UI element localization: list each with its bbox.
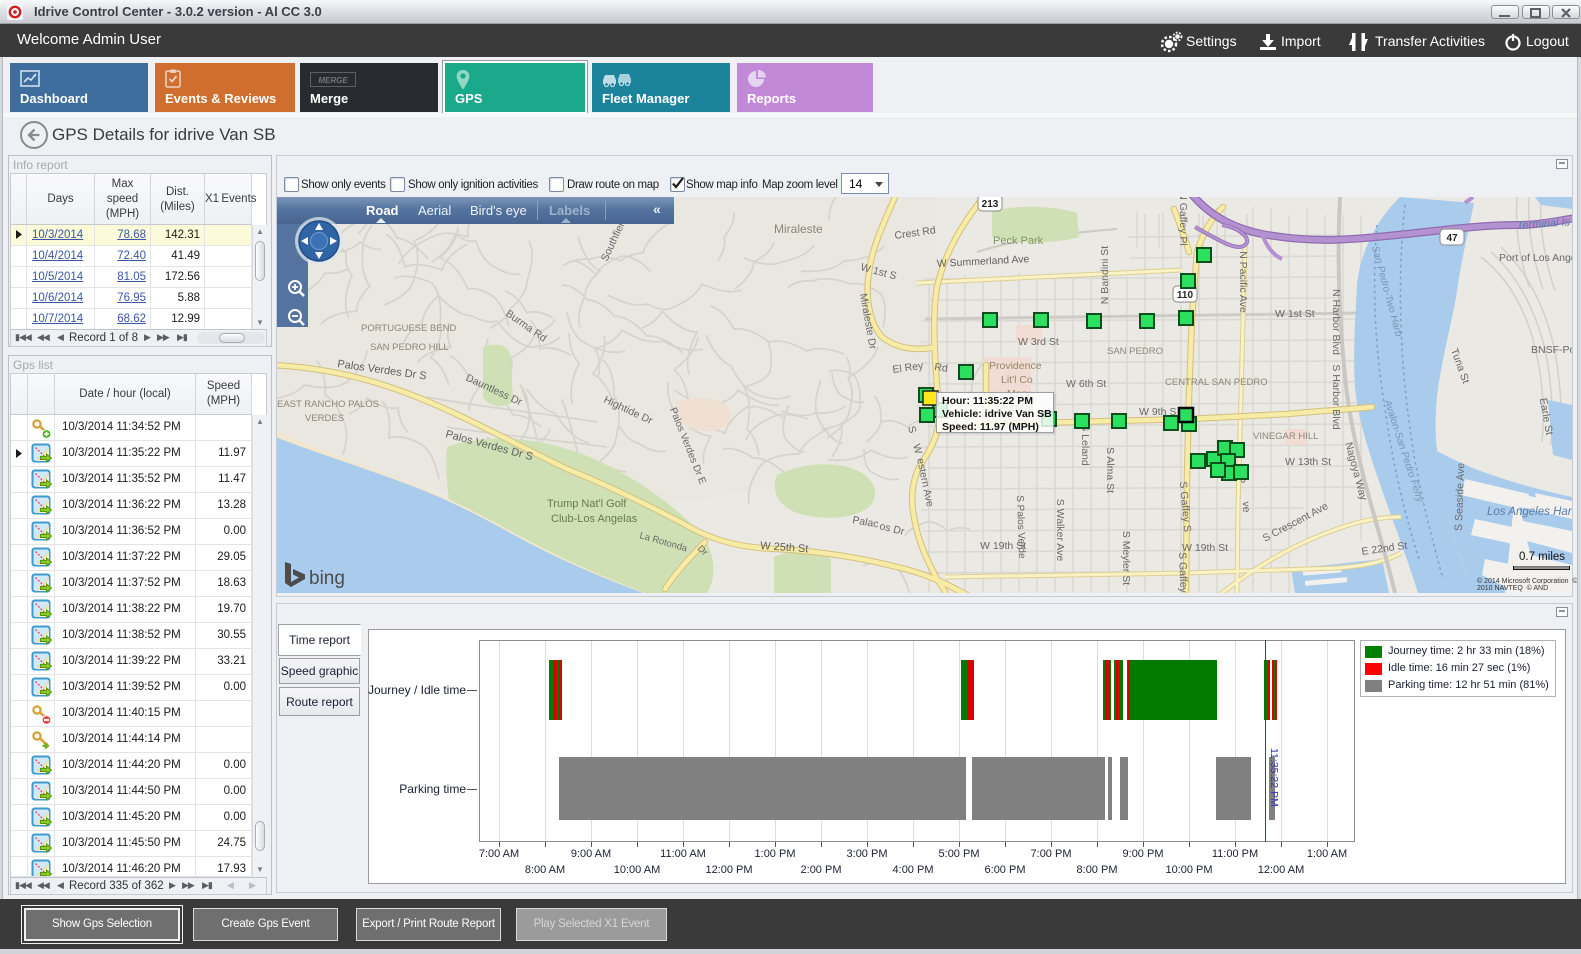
svg-text:213: 213 (982, 199, 999, 210)
svg-text:S Palos Verde: S Palos Verde (1014, 495, 1027, 559)
svg-text:PORTUGUESE BEND: PORTUGUESE BEND (361, 323, 457, 334)
svg-text:VERDES: VERDES (305, 413, 344, 424)
svg-text:Terminal Is: Terminal Is (1516, 216, 1571, 232)
svg-text:CENTRAL SAN PEDRO: CENTRAL SAN PEDRO (1165, 377, 1268, 388)
svg-text:N Bandini St: N Bandini St (1099, 246, 1111, 304)
svg-text:BNSF-Port: BNSF-Port (1531, 344, 1572, 356)
svg-text:W 19th St: W 19th St (1182, 542, 1228, 554)
svg-text:S Leland: S Leland (1079, 424, 1091, 466)
svg-text:W 25th St: W 25th St (760, 540, 809, 555)
svg-text:S: S (905, 425, 918, 435)
svg-text:W 6th St: W 6th St (1066, 378, 1106, 390)
svg-text:W Summerland Ave: W Summerland Ave (937, 253, 1030, 270)
svg-text:Club-Los Angelas: Club-Los Angelas (551, 513, 638, 525)
svg-text:S Alma St: S Alma St (1104, 447, 1116, 493)
svg-text:SAN PEDRO: SAN PEDRO (1107, 346, 1163, 357)
svg-text:110: 110 (1177, 290, 1194, 301)
svg-text:S Walker Ave: S Walker Ave (1054, 499, 1066, 562)
svg-text:W 19th St: W 19th St (980, 540, 1026, 552)
svg-text:N Pacific Ave: N Pacific Ave (1237, 251, 1249, 313)
svg-text:bing: bing (309, 568, 345, 589)
svg-text:W 13th St: W 13th St (1285, 456, 1331, 468)
svg-text:Los Angeles Harb: Los Angeles Harb (1487, 506, 1572, 518)
svg-text:El Rey: El Rey (892, 360, 925, 376)
svg-text:S Harbor Blvd: S Harbor Blvd (1330, 364, 1342, 430)
svg-text:W 3rd St: W 3rd St (1018, 336, 1059, 348)
svg-text:Miraleste: Miraleste (774, 222, 823, 236)
svg-text:EAST RANCHO PALOS: EAST RANCHO PALOS (277, 399, 379, 410)
svg-text:47: 47 (1446, 233, 1458, 244)
svg-text:S Gaffey St: S Gaffey St (1176, 552, 1190, 593)
svg-text:Port of Los Angel: Port of Los Angel (1499, 252, 1572, 264)
svg-text:W: W (910, 443, 924, 456)
svg-text:S Gaffey S: S Gaffey S (1177, 481, 1193, 532)
svg-text:VINEGAR HILL: VINEGAR HILL (1253, 431, 1318, 442)
svg-text:N Harbor Blvd: N Harbor Blvd (1330, 289, 1342, 355)
svg-text:Crest Rd: Crest Rd (894, 224, 937, 242)
svg-text:S Meyler St: S Meyler St (1120, 531, 1132, 585)
svg-text:Rd: Rd (934, 361, 949, 375)
svg-text:Lit'l Co: Lit'l Co (1001, 374, 1033, 386)
svg-text:SAN PEDRO HILL: SAN PEDRO HILL (370, 342, 449, 353)
svg-text:MERGE: MERGE (318, 76, 348, 85)
svg-text:S Seaside Ave: S Seaside Ave (1453, 462, 1467, 531)
svg-text:Palac: Palac (851, 514, 879, 530)
svg-text:W 1st St: W 1st St (1275, 308, 1315, 320)
svg-text:N Gaffey Pl: N Gaffey Pl (1177, 197, 1189, 246)
svg-text:Trump Nat'l Golf: Trump Nat'l Golf (547, 498, 627, 510)
svg-text:Peck Park: Peck Park (993, 235, 1044, 247)
svg-text:Providence: Providence (989, 360, 1042, 372)
svg-text:ve: ve (1240, 501, 1252, 513)
